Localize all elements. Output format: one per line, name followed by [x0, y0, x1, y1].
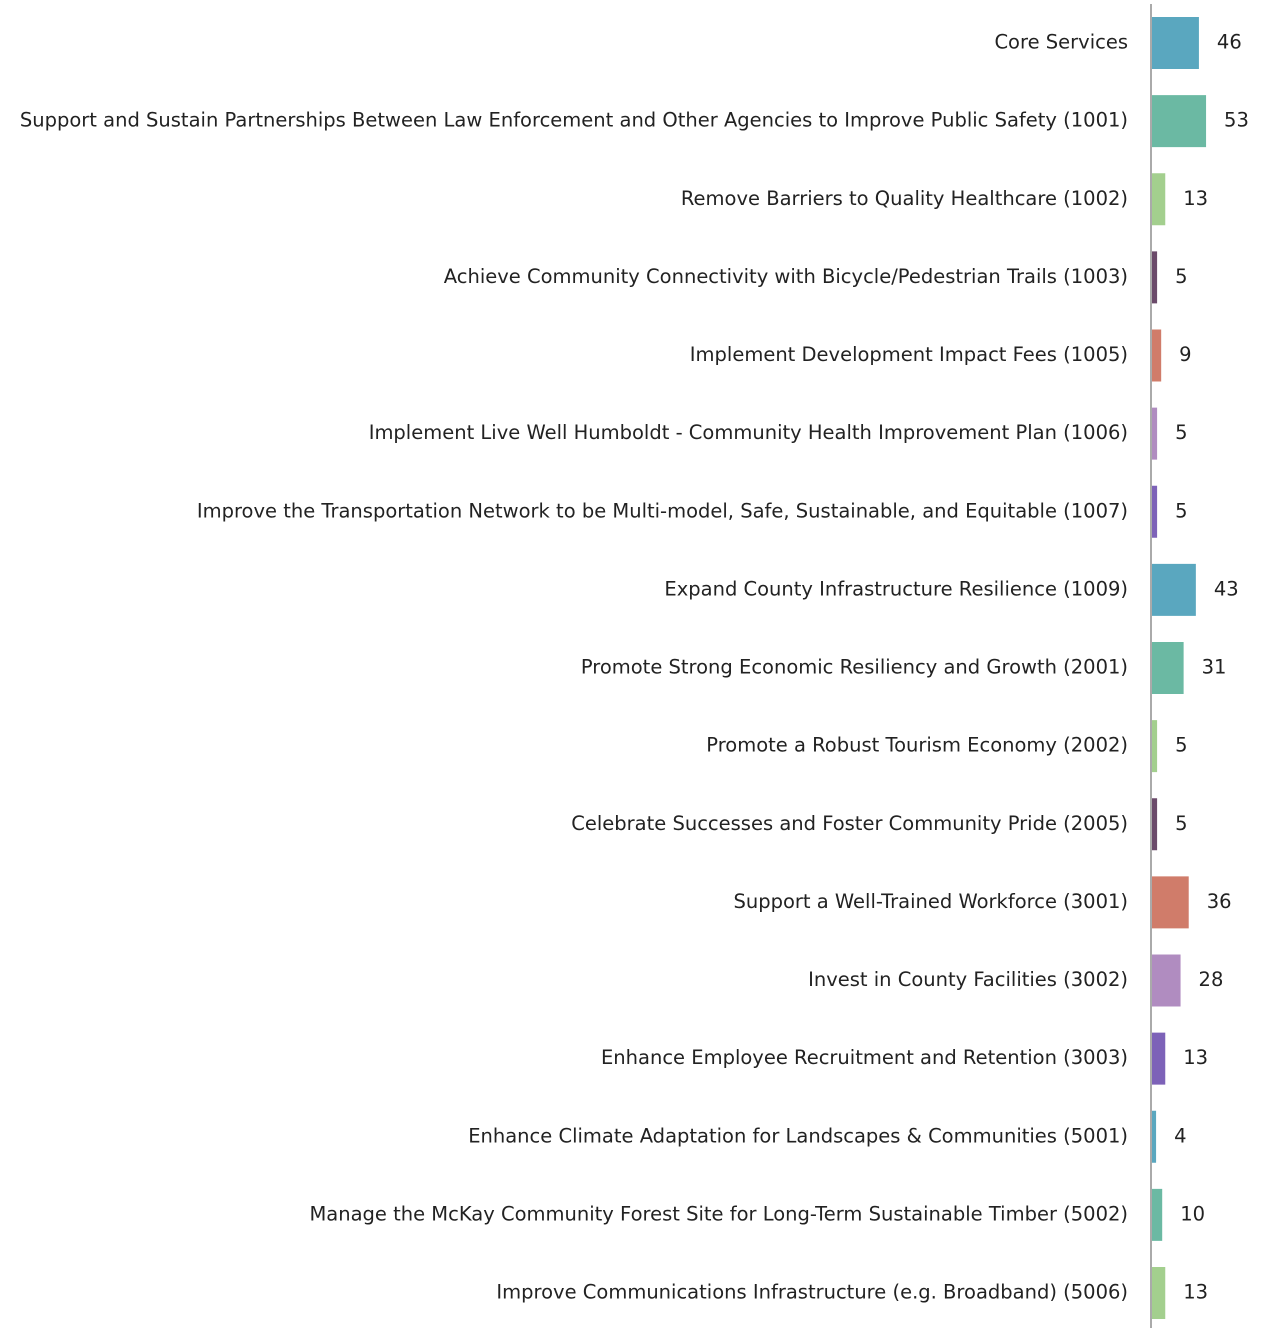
bar: [1152, 95, 1207, 148]
bar: [1152, 642, 1184, 694]
category-label: Invest in County Facilities (3002): [808, 968, 1128, 991]
value-label: 9: [1179, 343, 1191, 366]
value-label: 53: [1224, 109, 1249, 132]
value-label: 13: [1183, 187, 1208, 210]
bar: [1152, 173, 1166, 226]
bar: [1152, 798, 1158, 851]
value-label: 36: [1207, 890, 1232, 913]
category-label: Support a Well-Trained Workforce (3001): [733, 890, 1128, 913]
value-label: 13: [1183, 1281, 1208, 1304]
bar: [1152, 1032, 1166, 1085]
value-label: 5: [1175, 499, 1187, 522]
category-label: Promote Strong Economic Resiliency and G…: [581, 656, 1128, 679]
bar: [1152, 563, 1196, 616]
value-label: 13: [1183, 1046, 1208, 1069]
bar: [1152, 1110, 1157, 1163]
category-label: Implement Development Impact Fees (1005): [690, 343, 1128, 366]
value-label: 10: [1180, 1202, 1205, 1225]
category-label: Achieve Community Connectivity with Bicy…: [444, 265, 1128, 288]
bar: [1152, 407, 1158, 460]
value-label: 46: [1217, 31, 1242, 54]
value-label: 31: [1202, 656, 1227, 679]
value-label: 4: [1174, 1124, 1186, 1147]
bar: [1152, 954, 1181, 1007]
value-label: 5: [1175, 734, 1187, 757]
category-label: Implement Live Well Humboldt - Community…: [369, 421, 1128, 444]
category-label: Improve Communications Infrastructure (e…: [496, 1281, 1128, 1304]
category-label: Enhance Climate Adaptation for Landscape…: [468, 1124, 1128, 1147]
value-label: 5: [1175, 812, 1187, 835]
bar: [1152, 876, 1189, 929]
category-label: Promote a Robust Tourism Economy (2002): [706, 734, 1128, 757]
value-label: 28: [1199, 968, 1224, 991]
bar: [1152, 720, 1158, 773]
category-label: Manage the McKay Community Forest Site f…: [309, 1202, 1128, 1225]
category-label: Celebrate Successes and Foster Community…: [571, 812, 1128, 835]
category-label: Enhance Employee Recruitment and Retenti…: [601, 1046, 1128, 1069]
category-label: Improve the Transportation Network to be…: [197, 499, 1128, 522]
category-label: Expand County Infrastructure Resilience …: [664, 577, 1128, 600]
category-label: Remove Barriers to Quality Healthcare (1…: [681, 187, 1128, 210]
bar: [1152, 329, 1162, 382]
value-label: 43: [1214, 577, 1239, 600]
bar: [1152, 17, 1199, 69]
category-label: Support and Sustain Partnerships Between…: [20, 109, 1128, 132]
value-label: 5: [1175, 265, 1187, 288]
bar: [1152, 485, 1158, 538]
bar: [1152, 251, 1158, 304]
category-label: Core Services: [994, 31, 1128, 54]
bar: [1152, 1188, 1163, 1241]
value-label: 5: [1175, 421, 1187, 444]
bar: [1152, 1267, 1166, 1319]
